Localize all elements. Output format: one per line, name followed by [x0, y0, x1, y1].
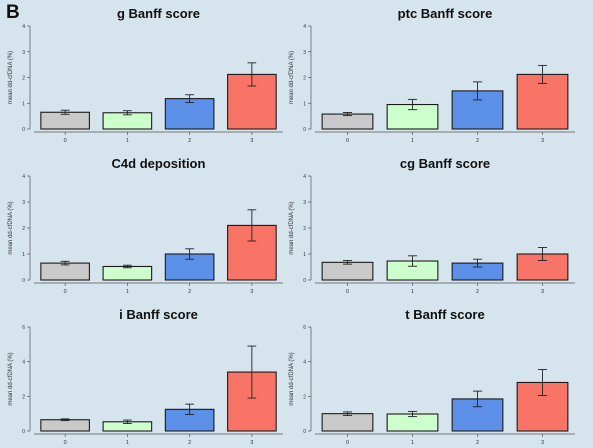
y-tick-label: 4: [22, 174, 25, 180]
x-tick-label: 0: [64, 138, 67, 144]
y-tick-label: 3: [303, 200, 306, 206]
y-axis-label: mean dd-cfDNA (%): [289, 201, 295, 254]
y-tick-label: 1: [303, 101, 306, 107]
x-tick-label: 0: [346, 138, 349, 144]
x-tick-label: 1: [126, 289, 129, 295]
y-tick-label: 4: [303, 174, 306, 180]
chart-panel: g Banff score mean dd-cfDNA (%) 0 1 2 3 4 0 1 2 3: [8, 6, 283, 144]
bar: [321, 413, 374, 432]
y-tick-label: 0: [303, 278, 306, 284]
y-tick-label: 2: [22, 226, 25, 232]
y-tick-label: 1: [22, 101, 25, 107]
y-tick-label: 0: [22, 127, 25, 133]
x-tick-label: 3: [250, 440, 253, 446]
x-tick-label: 2: [476, 138, 479, 144]
y-tick-label: 6: [22, 325, 25, 331]
y-tick-label: 4: [22, 360, 25, 366]
y-tick-label: 2: [22, 76, 25, 82]
chart-panel: t Banff score mean dd-cfDNA (%) 0 2 4 6 0 1 2 3: [289, 307, 575, 446]
x-tick-label: 1: [126, 138, 129, 144]
y-tick-label: 0: [303, 127, 306, 133]
y-tick-label: 0: [22, 278, 25, 284]
y-tick-label: 0: [22, 429, 25, 435]
x-tick-label: 0: [346, 289, 349, 295]
y-tick-label: 1: [303, 252, 306, 258]
x-tick-label: 0: [64, 289, 67, 295]
x-tick-label: 2: [188, 289, 191, 295]
x-tick-label: 1: [411, 440, 414, 446]
x-tick-label: 3: [541, 440, 544, 446]
chart-title: cg Banff score: [400, 156, 490, 171]
chart-panel: ptc Banff score mean dd-cfDNA (%) 0 1 2 3 4 0 1 2…: [289, 6, 575, 144]
bar: [227, 224, 277, 281]
chart-panel: cg Banff score mean dd-cfDNA (%) 0 1 2 3 4 0 1 2 3: [289, 156, 575, 295]
x-tick-label: 1: [411, 289, 414, 295]
chart-title: ptc Banff score: [398, 6, 493, 21]
chart-title: g Banff score: [117, 6, 200, 21]
bar: [102, 265, 153, 281]
bar: [40, 111, 90, 130]
y-tick-label: 2: [22, 394, 25, 400]
x-tick-label: 3: [541, 289, 544, 295]
y-tick-label: 3: [303, 50, 306, 56]
x-tick-label: 2: [188, 440, 191, 446]
x-tick-label: 0: [64, 440, 67, 446]
x-tick-label: 3: [250, 289, 253, 295]
chart-title: i Banff score: [119, 307, 198, 322]
bar: [40, 262, 90, 281]
y-tick-label: 1: [22, 252, 25, 258]
bar: [40, 419, 90, 432]
x-tick-label: 2: [476, 289, 479, 295]
y-tick-label: 2: [303, 76, 306, 82]
y-axis-label: mean dd-cfDNA (%): [8, 51, 14, 104]
bar: [164, 98, 215, 130]
x-tick-label: 3: [250, 138, 253, 144]
y-tick-label: 2: [303, 226, 306, 232]
panel-letter: B: [6, 2, 20, 23]
y-tick-label: 4: [303, 360, 306, 366]
y-tick-label: 3: [22, 50, 25, 56]
x-tick-label: 3: [541, 138, 544, 144]
bar: [321, 113, 374, 130]
x-tick-label: 2: [476, 440, 479, 446]
x-tick-label: 2: [188, 138, 191, 144]
y-axis-label: mean dd-cfDNA (%): [289, 51, 295, 104]
x-tick-label: 1: [126, 440, 129, 446]
bar: [321, 261, 374, 281]
y-axis-label: mean dd-cfDNA (%): [8, 352, 14, 405]
y-axis-label: mean dd-cfDNA (%): [8, 201, 14, 254]
y-tick-label: 2: [303, 394, 306, 400]
x-tick-label: 1: [411, 138, 414, 144]
y-tick-label: 6: [303, 325, 306, 331]
chart-panel: C4d deposition mean dd-cfDNA (%) 0 1 2 3 4 0 1 2 3: [8, 156, 283, 295]
y-tick-label: 3: [22, 200, 25, 206]
y-tick-label: 0: [303, 429, 306, 435]
y-axis-label: mean dd-cfDNA (%): [289, 352, 295, 405]
y-tick-label: 4: [303, 24, 306, 30]
chart-title: C4d deposition: [112, 156, 206, 171]
chart-title: t Banff score: [405, 307, 484, 322]
y-tick-label: 4: [22, 24, 25, 30]
x-tick-label: 0: [346, 440, 349, 446]
chart-panel: i Banff score mean dd-cfDNA (%) 0 2 4 6 0 1 2 3: [8, 307, 283, 446]
